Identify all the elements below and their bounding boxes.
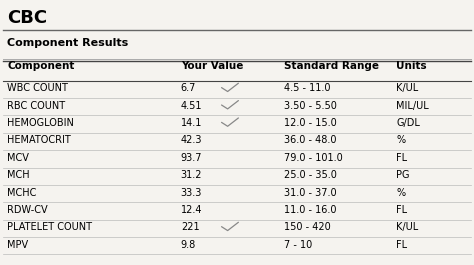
Text: 42.3: 42.3 bbox=[181, 135, 202, 145]
Text: %: % bbox=[396, 188, 405, 197]
Text: 79.0 - 101.0: 79.0 - 101.0 bbox=[284, 153, 343, 163]
Text: Standard Range: Standard Range bbox=[284, 61, 379, 71]
Text: MIL/UL: MIL/UL bbox=[396, 101, 429, 111]
Text: 3.50 - 5.50: 3.50 - 5.50 bbox=[284, 101, 337, 111]
Text: Component: Component bbox=[8, 61, 75, 71]
Text: FL: FL bbox=[396, 240, 407, 250]
Text: 150 - 420: 150 - 420 bbox=[284, 222, 330, 232]
Text: K/UL: K/UL bbox=[396, 222, 419, 232]
Text: CBC: CBC bbox=[8, 9, 47, 27]
Text: Component Results: Component Results bbox=[8, 38, 129, 48]
Text: 25.0 - 35.0: 25.0 - 35.0 bbox=[284, 170, 337, 180]
Text: RDW-CV: RDW-CV bbox=[8, 205, 48, 215]
Text: K/UL: K/UL bbox=[396, 83, 419, 93]
Text: MPV: MPV bbox=[8, 240, 28, 250]
Text: 14.1: 14.1 bbox=[181, 118, 202, 128]
Text: 93.7: 93.7 bbox=[181, 153, 202, 163]
Text: Your Value: Your Value bbox=[181, 61, 243, 71]
Text: FL: FL bbox=[396, 205, 407, 215]
Text: 31.2: 31.2 bbox=[181, 170, 202, 180]
Text: 31.0 - 37.0: 31.0 - 37.0 bbox=[284, 188, 337, 197]
Text: 36.0 - 48.0: 36.0 - 48.0 bbox=[284, 135, 337, 145]
Text: 33.3: 33.3 bbox=[181, 188, 202, 197]
Text: 6.7: 6.7 bbox=[181, 83, 196, 93]
Text: PLATELET COUNT: PLATELET COUNT bbox=[8, 222, 92, 232]
Text: 12.0 - 15.0: 12.0 - 15.0 bbox=[284, 118, 337, 128]
Text: PG: PG bbox=[396, 170, 410, 180]
Text: Units: Units bbox=[396, 61, 427, 71]
Text: HEMATOCRIT: HEMATOCRIT bbox=[8, 135, 71, 145]
Text: %: % bbox=[396, 135, 405, 145]
Text: FL: FL bbox=[396, 153, 407, 163]
Text: 12.4: 12.4 bbox=[181, 205, 202, 215]
Text: HEMOGLOBIN: HEMOGLOBIN bbox=[8, 118, 74, 128]
Text: MCH: MCH bbox=[8, 170, 30, 180]
Text: 7 - 10: 7 - 10 bbox=[284, 240, 312, 250]
Text: WBC COUNT: WBC COUNT bbox=[8, 83, 68, 93]
Text: RBC COUNT: RBC COUNT bbox=[8, 101, 65, 111]
Text: 4.51: 4.51 bbox=[181, 101, 202, 111]
Text: MCHC: MCHC bbox=[8, 188, 37, 197]
Text: MCV: MCV bbox=[8, 153, 29, 163]
Text: 9.8: 9.8 bbox=[181, 240, 196, 250]
Text: 11.0 - 16.0: 11.0 - 16.0 bbox=[284, 205, 337, 215]
Text: 221: 221 bbox=[181, 222, 200, 232]
Text: 4.5 - 11.0: 4.5 - 11.0 bbox=[284, 83, 330, 93]
Text: G/DL: G/DL bbox=[396, 118, 420, 128]
